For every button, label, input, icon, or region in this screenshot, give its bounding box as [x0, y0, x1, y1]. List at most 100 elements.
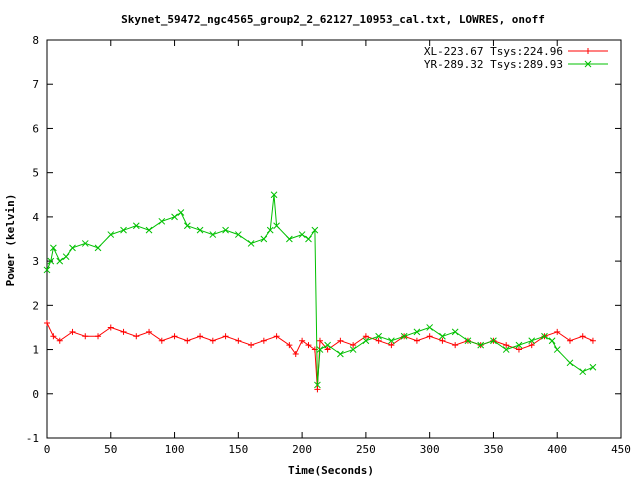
- series-1-point-51: [566, 359, 574, 367]
- series-1-point-25: [286, 235, 293, 243]
- series-1-point-36: [388, 337, 395, 345]
- series-1-point-52: [579, 368, 587, 376]
- series-0-point-12: [184, 337, 191, 344]
- series-0-point-25: [314, 386, 321, 393]
- y-tick-label-9: 8: [32, 34, 39, 47]
- series-1-point-12: [158, 217, 166, 225]
- series-1-point-27: [305, 235, 312, 243]
- series-0-point-15: [222, 333, 229, 340]
- series-1-point-13: [171, 213, 178, 221]
- series-1-point-9: [120, 226, 127, 234]
- series-0-point-2: [56, 337, 63, 344]
- series-1-point-29: [314, 381, 321, 389]
- series-0-point-19: [273, 333, 280, 340]
- legend-marker-1: [584, 60, 592, 68]
- legend-label-0: XL-223.67 Tsys:224.96: [424, 45, 563, 58]
- series-0-point-37: [452, 342, 459, 349]
- series-1-point-40: [439, 332, 446, 340]
- series-1-point-16: [196, 226, 204, 234]
- series-0-point-28: [337, 337, 344, 344]
- y-tick-label-2: 1: [32, 344, 39, 357]
- series-1-point-39: [426, 324, 434, 331]
- series-1-point-7: [94, 244, 102, 252]
- series-1-point-11: [145, 226, 153, 234]
- series-1-point-43: [477, 341, 485, 349]
- series-1-point-22: [266, 226, 274, 234]
- y-tick-label-4: 3: [32, 255, 39, 268]
- series-0-point-41: [503, 342, 510, 349]
- y-tick-label-5: 4: [32, 211, 39, 224]
- series-1-point-34: [362, 337, 370, 345]
- series-0-point-30: [362, 333, 369, 340]
- series-0-point-9: [146, 328, 153, 335]
- series-1-point-50: [553, 346, 561, 353]
- series-1-line: [46, 194, 594, 385]
- series-0-point-18: [260, 337, 267, 344]
- series-0-point-0: [44, 320, 50, 327]
- x-tick-label-2: 100: [165, 443, 185, 456]
- series-0-point-32: [388, 342, 395, 349]
- series-1-point-49: [548, 337, 556, 345]
- y-tick-label-8: 7: [32, 78, 39, 91]
- series-0-point-17: [248, 342, 255, 349]
- series-0-point-29: [350, 342, 357, 349]
- series-1-point-31: [324, 341, 331, 349]
- y-tick-label-6: 5: [32, 167, 39, 180]
- series-0-point-16: [235, 337, 242, 344]
- series-0-point-4: [82, 333, 89, 340]
- series-1-point-37: [400, 332, 408, 340]
- series-layer: [43, 191, 597, 393]
- series-1-point-38: [413, 328, 421, 336]
- series-1-point-46: [515, 341, 523, 349]
- series-1-point-2: [50, 244, 57, 252]
- series-1-point-42: [464, 337, 472, 345]
- chart-title: Skynet_59472_ngc4565_group2_2_62127_1095…: [121, 13, 545, 26]
- series-0-point-48: [589, 337, 596, 344]
- series-1-point-53: [589, 363, 597, 371]
- series-1-point-8: [107, 231, 115, 238]
- x-tick-label-7: 350: [484, 443, 504, 456]
- series-1-point-35: [375, 332, 382, 340]
- series-1-point-47: [528, 337, 536, 345]
- x-tick-label-1: 50: [104, 443, 117, 456]
- series-1-point-15: [183, 222, 191, 230]
- series-0-point-46: [566, 337, 573, 344]
- series-1-point-17: [209, 231, 217, 238]
- series-0-point-26: [316, 337, 323, 344]
- series-1-point-10: [132, 222, 140, 230]
- y-tick-label-7: 6: [32, 122, 39, 135]
- axes: 0 50 100 150 200 250 300 350 400 450 -1 0 1 2 3 4 5 6 7 8: [26, 34, 631, 456]
- series-1-point-5: [69, 244, 76, 252]
- series-0-point-1: [50, 333, 57, 340]
- series-1-point-1: [47, 257, 55, 265]
- series-1-point-3: [56, 257, 64, 265]
- x-tick-label-6: 300: [420, 443, 440, 456]
- series-0-point-8: [133, 333, 140, 340]
- series-1-point-4: [62, 253, 70, 261]
- x-tick-label-4: 200: [292, 443, 312, 456]
- series-0-point-36: [439, 337, 446, 344]
- x-tick-label-9: 450: [611, 443, 631, 456]
- series-0-point-6: [107, 324, 114, 331]
- series-1-point-28: [311, 226, 319, 234]
- series-1-point-33: [349, 346, 357, 353]
- y-tick-label-0: -1: [26, 432, 39, 445]
- series-0-point-35: [426, 333, 433, 340]
- series-1-point-44: [490, 337, 497, 345]
- x-tick-label-5: 250: [356, 443, 376, 456]
- series-0-point-34: [413, 337, 420, 344]
- series-0-point-22: [299, 337, 306, 344]
- series-0-point-31: [375, 337, 382, 344]
- series-1-point-18: [222, 226, 229, 234]
- series-1-point-48: [541, 332, 548, 340]
- series-0-point-47: [579, 333, 586, 340]
- series-1-point-26: [298, 231, 306, 238]
- series-1-point-24: [273, 222, 280, 230]
- series-0-point-14: [209, 337, 216, 344]
- series-1-point-41: [451, 328, 459, 336]
- series-1-point-23: [270, 191, 278, 199]
- x-tick-label-3: 150: [228, 443, 248, 456]
- series-1-point-32: [337, 350, 344, 358]
